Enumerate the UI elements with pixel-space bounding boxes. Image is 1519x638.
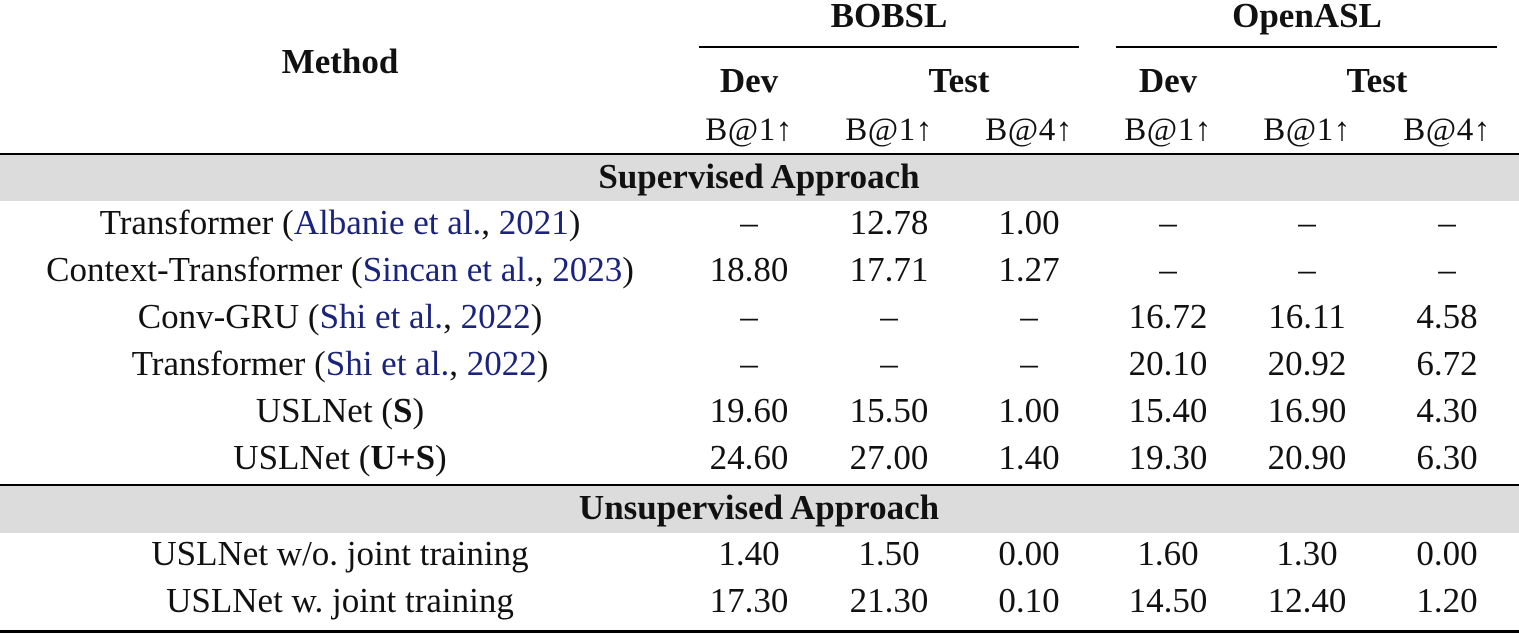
table-cell: 6.30	[1416, 438, 1478, 477]
split-header-openasl-dev: Dev	[1138, 61, 1198, 100]
section-band-unsupervised	[0, 486, 1519, 533]
table-cell: 1.40	[718, 534, 780, 573]
table-cell: 20.92	[1267, 344, 1347, 383]
metric-header: B@4↑	[1403, 112, 1491, 148]
table-cell: 16.11	[1268, 297, 1346, 336]
table-cell: 18.80	[709, 250, 789, 289]
table-cell: 1.00	[998, 203, 1060, 242]
table-cell: 1.00	[998, 391, 1060, 430]
table-cell: 21.30	[849, 581, 929, 620]
table-cell: 20.90	[1267, 438, 1347, 477]
citation-link[interactable]: Sincan et al.	[362, 250, 535, 289]
table-cell: 1.30	[1276, 534, 1338, 573]
citation-link[interactable]: Albanie et al.	[293, 203, 482, 242]
table-cell: –	[1298, 203, 1316, 242]
split-header-bobsl-test: Test	[928, 61, 990, 100]
table-cell: 14.50	[1128, 581, 1208, 620]
table-cell: 4.30	[1416, 391, 1478, 430]
method-name: Transformer (Shi et al., 2022)	[131, 344, 549, 383]
table-cell: 1.60	[1137, 534, 1199, 573]
table-cell: 1.50	[858, 534, 920, 573]
method-name: USLNet (U+S)	[233, 438, 447, 477]
table-cell: 6.72	[1416, 344, 1478, 383]
method-header: Method	[281, 42, 399, 81]
metric-header: B@1↑	[845, 112, 933, 148]
table-cell: 0.00	[998, 534, 1060, 573]
citation-year-link[interactable]: 2021	[498, 203, 569, 242]
table-cell: –	[1020, 344, 1038, 383]
metric-header: B@4↑	[985, 112, 1073, 148]
bobsl-underline	[699, 46, 1079, 48]
table-cell: –	[1298, 250, 1316, 289]
section-band-supervised	[0, 154, 1519, 201]
table-cell: 27.00	[849, 438, 929, 477]
table-cell: 20.10	[1128, 344, 1208, 383]
section-title-supervised: Supervised Approach	[598, 157, 920, 196]
table-cell: –	[1159, 203, 1177, 242]
method-name: USLNet w/o. joint training	[151, 534, 529, 573]
table-cell: 15.50	[849, 391, 929, 430]
table-cell: 0.00	[1416, 534, 1478, 573]
table-cell: –	[880, 344, 898, 383]
section-title-unsupervised: Unsupervised Approach	[578, 488, 940, 527]
metric-header: B@1↑	[1263, 112, 1351, 148]
table-cell: 1.40	[998, 438, 1060, 477]
citation-link[interactable]: Shi et al.	[319, 297, 444, 336]
table-cell: –	[1020, 297, 1038, 336]
group-header-bobsl: BOBSL	[830, 0, 948, 35]
split-header-openasl-test: Test	[1346, 61, 1408, 100]
citation-year-link[interactable]: 2022	[466, 344, 537, 383]
method-name: Context-Transformer (Sincan et al., 2023…	[46, 250, 634, 289]
header-bottom-rule	[0, 153, 1519, 155]
group-header-openasl: OpenASL	[1232, 0, 1382, 35]
citation-year-link[interactable]: 2022	[460, 297, 531, 336]
metric-header: B@1↑	[705, 112, 793, 148]
citation-link[interactable]: Shi et al.	[325, 344, 450, 383]
table-cell: –	[740, 344, 758, 383]
table-cell: –	[1159, 250, 1177, 289]
table-cell: –	[740, 203, 758, 242]
method-name: Conv-GRU (Shi et al., 2022)	[137, 297, 543, 336]
table-cell: –	[880, 297, 898, 336]
citation-year-link[interactable]: 2023	[552, 250, 623, 289]
metric-header: B@1↑	[1124, 112, 1212, 148]
table-cell: –	[740, 297, 758, 336]
table-cell: –	[1438, 250, 1456, 289]
table-cell: 17.30	[709, 581, 789, 620]
openasl-underline	[1116, 46, 1497, 48]
table-bottom-rule	[0, 630, 1519, 633]
table-cell: 1.20	[1416, 581, 1478, 620]
table-cell: 12.78	[849, 203, 929, 242]
method-name: Transformer (Albanie et al., 2021)	[99, 203, 581, 242]
table-cell: 15.40	[1128, 391, 1208, 430]
table-cell: 19.60	[709, 391, 789, 430]
table-cell: 4.58	[1416, 297, 1478, 336]
split-header-bobsl-dev: Dev	[719, 61, 779, 100]
table-cell: 19.30	[1128, 438, 1208, 477]
table-cell: 24.60	[709, 438, 789, 477]
table-cell: 16.90	[1267, 391, 1347, 430]
section-divider-rule	[0, 484, 1519, 486]
method-name: USLNet (S)	[255, 391, 425, 430]
table-cell: 0.10	[998, 581, 1060, 620]
table-cell: –	[1438, 203, 1456, 242]
table-cell: 12.40	[1267, 581, 1347, 620]
method-name: USLNet w. joint training	[166, 581, 514, 620]
table-cell: 1.27	[998, 250, 1060, 289]
table-cell: 17.71	[849, 250, 929, 289]
table-cell: 16.72	[1128, 297, 1208, 336]
